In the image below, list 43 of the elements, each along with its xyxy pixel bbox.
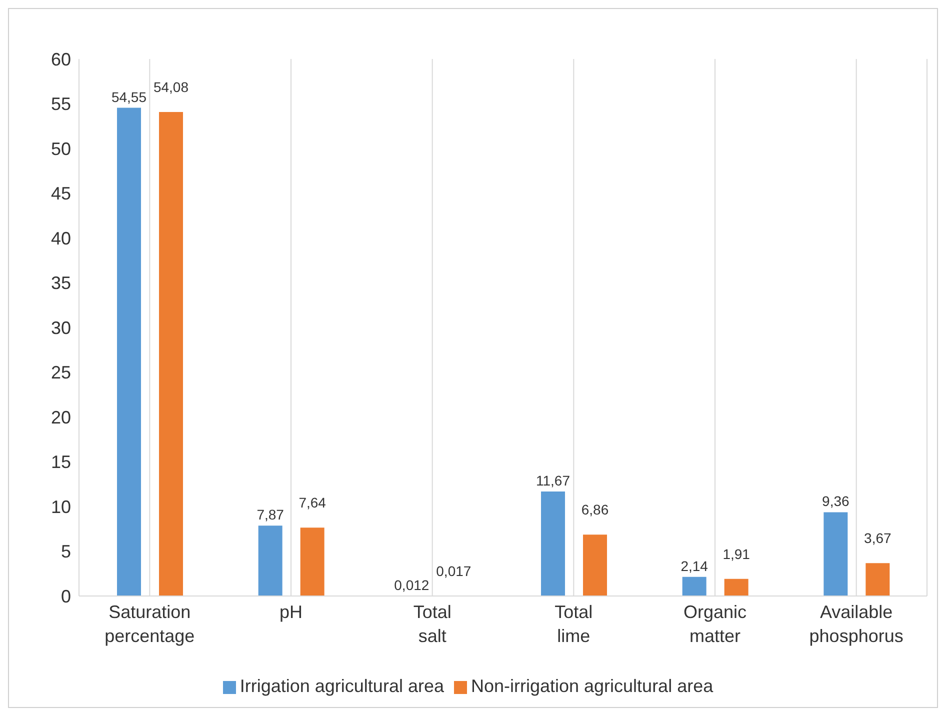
x-tick-label: Organic matter xyxy=(683,602,747,646)
data-label: 7,64 xyxy=(298,494,326,511)
x-tick-label: Total salt xyxy=(413,602,452,646)
data-label: 7,87 xyxy=(256,506,284,523)
y-tick-label: 45 xyxy=(50,184,71,204)
data-label: 54,55 xyxy=(111,88,147,105)
data-label: 9,36 xyxy=(822,493,850,510)
data-label: 3,67 xyxy=(864,530,892,546)
data-label: 2,14 xyxy=(680,558,708,574)
data-label: 0,012 xyxy=(394,576,430,593)
y-tick-label: 35 xyxy=(50,273,71,294)
data-label: 0,017 xyxy=(436,562,472,579)
bar xyxy=(866,563,890,596)
y-tick-label: 60 xyxy=(50,49,71,70)
y-tick-label: 20 xyxy=(50,407,71,428)
bar xyxy=(541,492,565,596)
bar xyxy=(724,578,748,596)
legend-label: Irrigation agricultural area xyxy=(240,676,444,696)
bar xyxy=(824,512,848,596)
bar xyxy=(682,576,706,596)
x-tick-label: Available phosphorus xyxy=(809,602,904,646)
x-tick-label: pH xyxy=(279,602,303,622)
y-tick-label: 25 xyxy=(50,362,71,383)
y-tick-label: 55 xyxy=(50,94,71,114)
bar xyxy=(583,534,607,596)
y-tick-label: 0 xyxy=(60,586,71,606)
y-tick-label: 40 xyxy=(50,228,71,248)
data-label: 6,86 xyxy=(581,502,609,518)
bar xyxy=(159,112,183,596)
y-tick-label: 10 xyxy=(50,496,71,517)
bar xyxy=(117,108,141,596)
data-label: 1,91 xyxy=(722,546,750,562)
y-tick-label: 5 xyxy=(60,542,71,562)
x-tick-label: Total lime xyxy=(554,602,593,646)
x-tick-label: Saturation percentage xyxy=(104,602,195,646)
legend-label: Non-irrigation agricultural area xyxy=(470,676,714,696)
data-label: 54,08 xyxy=(153,78,189,95)
data-label: 11,67 xyxy=(536,472,570,489)
bar xyxy=(258,526,282,596)
y-tick-label: 15 xyxy=(50,452,71,472)
y-tick-label: 50 xyxy=(50,138,71,159)
y-tick-label: 30 xyxy=(50,318,71,338)
bar xyxy=(300,528,324,596)
